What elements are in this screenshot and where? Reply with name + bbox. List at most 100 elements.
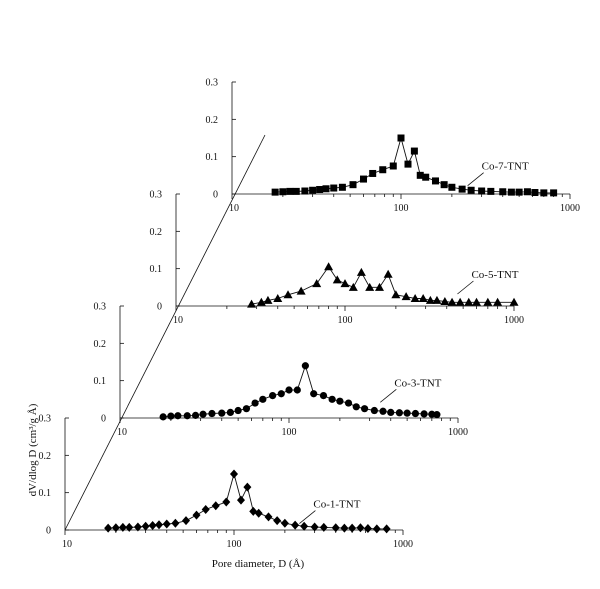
data-point [273, 516, 282, 526]
data-point [273, 294, 283, 303]
data-point [218, 409, 226, 417]
x-axis-title: Pore diameter, D (Å) [212, 558, 305, 570]
data-point [319, 392, 328, 400]
x-tick-label: 100 [227, 539, 242, 550]
data-point [422, 173, 430, 181]
data-point [493, 297, 503, 306]
panel-co-7-tnt: 10 100 1000 0 0.1 0.2 0.3 Co-7-TNT [206, 78, 581, 215]
series-label: Co-1-TNT [313, 499, 360, 511]
data-point [332, 275, 342, 284]
data-point [310, 390, 318, 398]
data-point [472, 297, 482, 306]
data-point [382, 524, 391, 534]
data-point [236, 495, 245, 505]
data-point [296, 286, 306, 295]
data-point [401, 292, 411, 301]
y-tick-label: 0.1 [150, 264, 163, 275]
data-point [271, 188, 279, 196]
data-point [322, 185, 330, 193]
data-point [330, 184, 338, 192]
data-point [458, 185, 466, 193]
data-point [418, 294, 428, 303]
data-point [499, 188, 507, 196]
data-point [379, 166, 387, 174]
data-point [372, 524, 381, 534]
y-tick-label: 0 [157, 302, 162, 313]
data-point [467, 186, 475, 194]
data-point [174, 412, 182, 420]
data-point [324, 262, 334, 271]
y-tick-label: 0.2 [206, 115, 219, 126]
data-point [348, 282, 358, 291]
data-point [383, 269, 393, 278]
data-point [269, 392, 277, 400]
y-tick-label: 0.3 [39, 414, 52, 425]
data-point [251, 399, 259, 407]
data-point [283, 290, 293, 299]
data-point [411, 409, 420, 418]
x-tick-label: 10 [62, 539, 72, 550]
y-axis-title: dV/dlog D (cm³/g Å) [27, 403, 39, 496]
data-point [171, 518, 180, 528]
data-point [403, 409, 411, 417]
x-tick-label: 100 [394, 203, 409, 214]
data-point [410, 294, 420, 303]
data-point [523, 188, 531, 196]
data-point [509, 297, 519, 306]
data-point [285, 386, 293, 394]
x-tick-label: 1000 [560, 203, 580, 214]
x-tick-label: 100 [338, 315, 353, 326]
data-point [433, 411, 441, 419]
data-point [162, 519, 171, 529]
data-point [133, 522, 142, 532]
series-label: Co-5-TNT [471, 269, 518, 281]
data-point [247, 299, 257, 308]
data-point [279, 188, 287, 196]
data-point [301, 187, 309, 195]
data-point [550, 189, 558, 197]
data-point [118, 522, 127, 532]
data-point [182, 516, 191, 526]
data-point [360, 175, 368, 183]
data-point [410, 147, 418, 155]
data-point [183, 412, 191, 420]
x-tick-label: 10 [229, 203, 239, 214]
data-point [336, 397, 344, 405]
data-point [464, 297, 474, 306]
data-point [374, 282, 384, 291]
data-point [455, 297, 465, 306]
data-point [254, 508, 263, 518]
data-point [483, 297, 493, 306]
data-point [309, 186, 317, 194]
data-point [365, 282, 375, 291]
data-point [369, 169, 377, 177]
data-point [352, 403, 360, 411]
data-point [391, 290, 401, 299]
data-point [316, 186, 324, 194]
data-point [263, 295, 273, 304]
data-point [191, 411, 200, 419]
data-point [338, 183, 346, 191]
data-point [431, 177, 439, 185]
data-point [167, 412, 175, 420]
y-tick-label: 0 [46, 526, 51, 537]
data-point [300, 521, 309, 531]
data-point [208, 409, 216, 418]
data-point [531, 189, 539, 197]
y-tick-label: 0.2 [94, 339, 107, 350]
data-point [159, 413, 167, 421]
data-point [293, 386, 301, 394]
data-point [447, 297, 457, 306]
series-label-leader [380, 388, 397, 403]
data-point [440, 181, 448, 189]
y-tick-label: 0.1 [39, 488, 52, 499]
data-point [111, 523, 120, 533]
x-tick-label: 10 [117, 427, 127, 438]
data-point [487, 187, 495, 195]
data-point [348, 523, 357, 533]
data-point [292, 187, 300, 195]
data-point [192, 510, 201, 520]
data-point [420, 410, 428, 418]
data-point [349, 181, 357, 189]
data-point [344, 399, 353, 407]
